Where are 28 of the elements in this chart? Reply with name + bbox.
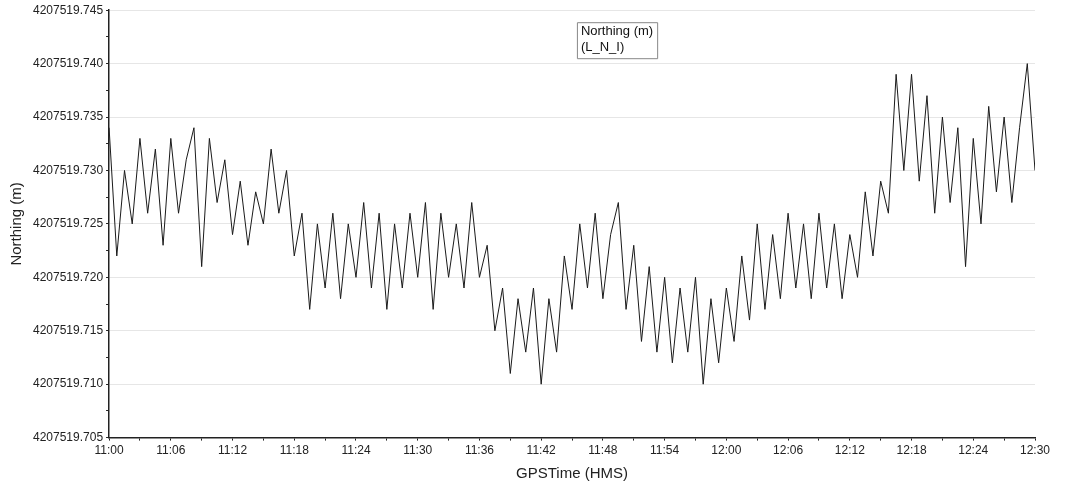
y-tick-label: 4207519.715 [32, 323, 104, 338]
y-tick-label: 4207519.720 [32, 269, 104, 284]
x-tick-label: 11:24 [341, 443, 371, 458]
x-tick-label: 11:12 [217, 443, 248, 458]
y-tick-label: 4207519.730 [32, 162, 104, 177]
x-tick-label: 12:18 [896, 443, 927, 458]
x-tick-label: 12:30 [1019, 443, 1051, 458]
x-axis-title: GPSTime (HMS) [516, 464, 629, 482]
x-tick-label: 11:48 [588, 443, 618, 458]
text: Northing (m) (L_N_I) [580, 23, 654, 55]
x-tick-label: 11:00 [94, 443, 124, 458]
x-tick-label: 11:18 [279, 443, 310, 458]
x-tick-label: 11:42 [526, 443, 557, 458]
x-tick-label: 11:06 [156, 443, 186, 458]
y-tick-label: 4207519.710 [32, 376, 104, 391]
x-tick-label: 11:36 [464, 443, 495, 458]
y-tick-label: 4207519.725 [32, 216, 104, 231]
x-tick-label: 12:00 [711, 443, 742, 458]
y-tick-label: 4207519.740 [32, 55, 104, 70]
y-tick-label: 4207519.745 [32, 2, 104, 17]
y-tick-label: 4207519.705 [32, 429, 104, 444]
x-tick-label: 11:54 [650, 443, 680, 458]
y-axis-title: Northing (m) [7, 182, 25, 266]
y-tick-label: 4207519.735 [32, 109, 104, 124]
x-tick-label: 12:12 [834, 443, 866, 458]
x-tick-label: 12:06 [773, 443, 804, 458]
x-tick-label: 12:24 [958, 443, 989, 458]
x-tick-label: 11:30 [403, 443, 433, 458]
